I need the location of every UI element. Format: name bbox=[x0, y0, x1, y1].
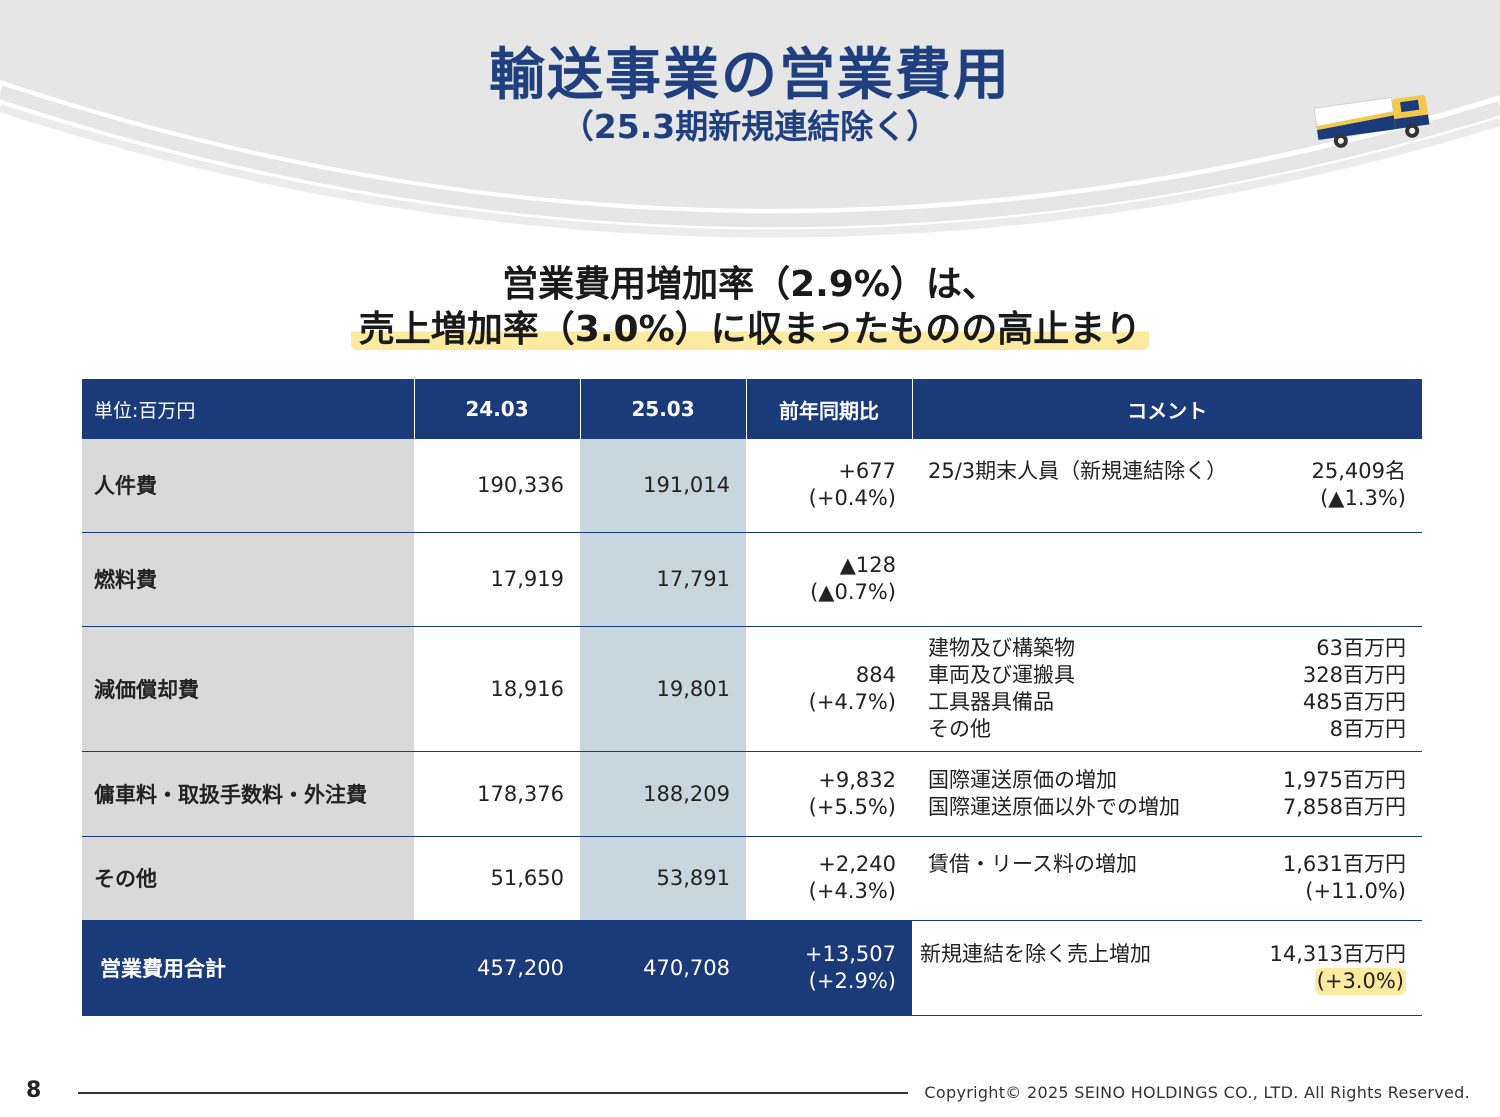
page-subtitle: （25.3期新規連結除く） bbox=[560, 107, 940, 146]
comment-value: 25,409名 bbox=[1311, 459, 1406, 484]
value-2403: 18,916 bbox=[414, 626, 580, 752]
total-label: 営業費用合計 bbox=[82, 920, 414, 1016]
comment-value: (+11.0%) bbox=[1305, 879, 1406, 903]
value-2503: 17,791 bbox=[580, 532, 746, 627]
footer-divider bbox=[78, 1092, 908, 1094]
comment-text: 国際運送原価の増加 bbox=[928, 767, 1117, 792]
yoy-pct: (+4.7%) bbox=[808, 689, 896, 714]
comment-cell: 賃借・リース料の増加 1,631百万円 (+11.0%) bbox=[912, 836, 1422, 921]
row-label: 人件費 bbox=[82, 439, 415, 533]
headline-line-2: 売上増加率（3.0%）に収まったものの高止まり bbox=[0, 300, 1500, 352]
comment-text: 工具器具備品 bbox=[928, 689, 1054, 714]
comment-value: 328百万円 bbox=[1302, 662, 1406, 687]
row-label: 傭車料・取扱手数料・外注費 bbox=[82, 751, 415, 837]
comment-text: 建物及び構築物 bbox=[928, 635, 1075, 660]
value-2403: 178,376 bbox=[414, 751, 580, 837]
table-row: 減価償却費 18,916 19,801 884 (+4.7%) 建物及び構築物 6… bbox=[82, 626, 1422, 752]
comment-value: 485百万円 bbox=[1302, 689, 1406, 714]
yoy-pct: (+4.3%) bbox=[808, 879, 896, 903]
yoy-pct: (+0.4%) bbox=[808, 486, 896, 511]
table-header-row: 単位:百万円 24.03 25.03 前年同期比 コメント bbox=[82, 379, 1422, 439]
yoy-diff: +2,240 bbox=[818, 852, 896, 876]
yoy-diff: 884 bbox=[855, 662, 896, 687]
row-label: 燃料費 bbox=[82, 532, 415, 627]
total-yoy-cell: +13,507 (+2.9%) bbox=[746, 920, 912, 1016]
yoy-cell: +2,240 (+4.3%) bbox=[746, 836, 912, 921]
table-row: 傭車料・取扱手数料・外注費 178,376 188,209 +9,832 (+5… bbox=[82, 751, 1422, 837]
comment-text: 賃借・リース料の増加 bbox=[928, 852, 1137, 876]
yoy-diff: +9,832 bbox=[818, 767, 896, 792]
comment-value: 7,858百万円 bbox=[1282, 794, 1406, 819]
value-2503: 188,209 bbox=[580, 751, 746, 837]
total-yoy-diff: +13,507 bbox=[804, 941, 896, 966]
headline-line-1: 営業費用増加率（2.9%）は、 bbox=[502, 264, 998, 305]
comment-cell bbox=[912, 532, 1422, 627]
comment-text: 国際運送原価以外での増加 bbox=[928, 794, 1180, 819]
total-comment-text: 新規連結を除く売上増加 bbox=[920, 941, 1151, 966]
yoy-diff: +677 bbox=[838, 459, 896, 484]
total-yoy-pct: (+2.9%) bbox=[808, 968, 896, 993]
total-2503: 470,708 bbox=[580, 920, 746, 1016]
page-number: 8 bbox=[26, 1078, 42, 1103]
comment-value: (▲1.3%) bbox=[1320, 486, 1406, 511]
comment-text: その他 bbox=[928, 716, 991, 741]
header-yoy: 前年同期比 bbox=[746, 379, 913, 439]
value-2403: 190,336 bbox=[414, 439, 580, 533]
comment-text: 車両及び運搬具 bbox=[928, 662, 1075, 687]
truck-icon bbox=[1313, 95, 1430, 148]
header-comment: コメント bbox=[912, 379, 1422, 439]
yoy-diff: ▲128 bbox=[839, 553, 896, 577]
yoy-pct: (▲0.7%) bbox=[810, 580, 896, 604]
header-unit: 単位:百万円 bbox=[82, 379, 415, 439]
total-comment-cell: 新規連結を除く売上増加 14,313百万円 (+3.0%) bbox=[912, 920, 1422, 1016]
header-2503: 25.03 bbox=[580, 379, 747, 439]
comment-cell: 国際運送原価の増加 1,975百万円 国際運送原価以外での増加 7,858百万円 bbox=[912, 751, 1422, 837]
comment-text: 25/3期末人員（新規連結除く） bbox=[928, 459, 1228, 484]
comment-value: 1,975百万円 bbox=[1282, 767, 1406, 792]
copyright: Copyright© 2025 SEINO HOLDINGS CO., LTD.… bbox=[924, 1083, 1470, 1102]
table-row: 燃料費 17,919 17,791 ▲128 (▲0.7%) bbox=[82, 532, 1422, 627]
header-2403: 24.03 bbox=[414, 379, 581, 439]
total-comment-value: 14,313百万円 bbox=[1269, 941, 1406, 966]
comment-value: 1,631百万円 bbox=[1282, 852, 1406, 876]
value-2503: 19,801 bbox=[580, 626, 746, 752]
header-arc-background bbox=[0, 0, 1500, 238]
yoy-cell: 884 (+4.7%) bbox=[746, 626, 912, 752]
page-title: 輸送事業の営業費用 bbox=[489, 43, 1011, 108]
comment-cell: 25/3期末人員（新規連結除く） 25,409名 (▲1.3%) bbox=[912, 439, 1422, 533]
yoy-cell: +677 (+0.4%) bbox=[746, 439, 912, 533]
comment-cell: 建物及び構築物 63百万円 車両及び運搬具 328百万円 工具器具備品 485百万円 … bbox=[912, 626, 1422, 752]
table-row: その他 51,650 53,891 +2,240 (+4.3%) 賃借・リース料… bbox=[82, 836, 1422, 921]
table-total-row: 営業費用合計 457,200 470,708 +13,507 (+2.9%) 新… bbox=[82, 920, 1422, 1016]
value-2503: 191,014 bbox=[580, 439, 746, 533]
total-2403: 457,200 bbox=[414, 920, 580, 1016]
yoy-cell: +9,832 (+5.5%) bbox=[746, 751, 912, 837]
row-label: 減価償却費 bbox=[82, 626, 415, 752]
value-2403: 17,919 bbox=[414, 532, 580, 627]
value-2403: 51,650 bbox=[414, 836, 580, 921]
operating-expenses-table: 単位:百万円 24.03 25.03 前年同期比 コメント 人件費 190,33… bbox=[82, 379, 1422, 1016]
value-2503: 53,891 bbox=[580, 836, 746, 921]
yoy-cell: ▲128 (▲0.7%) bbox=[746, 532, 912, 627]
yoy-pct: (+5.5%) bbox=[808, 794, 896, 819]
comment-value: 8百万円 bbox=[1329, 716, 1406, 741]
row-label: その他 bbox=[82, 836, 415, 921]
comment-value: 63百万円 bbox=[1316, 635, 1406, 660]
total-comment-pct: (+3.0%) bbox=[1314, 967, 1406, 995]
table-row: 人件費 190,336 191,014 +677 (+0.4%) 25/3期末人… bbox=[82, 439, 1422, 533]
